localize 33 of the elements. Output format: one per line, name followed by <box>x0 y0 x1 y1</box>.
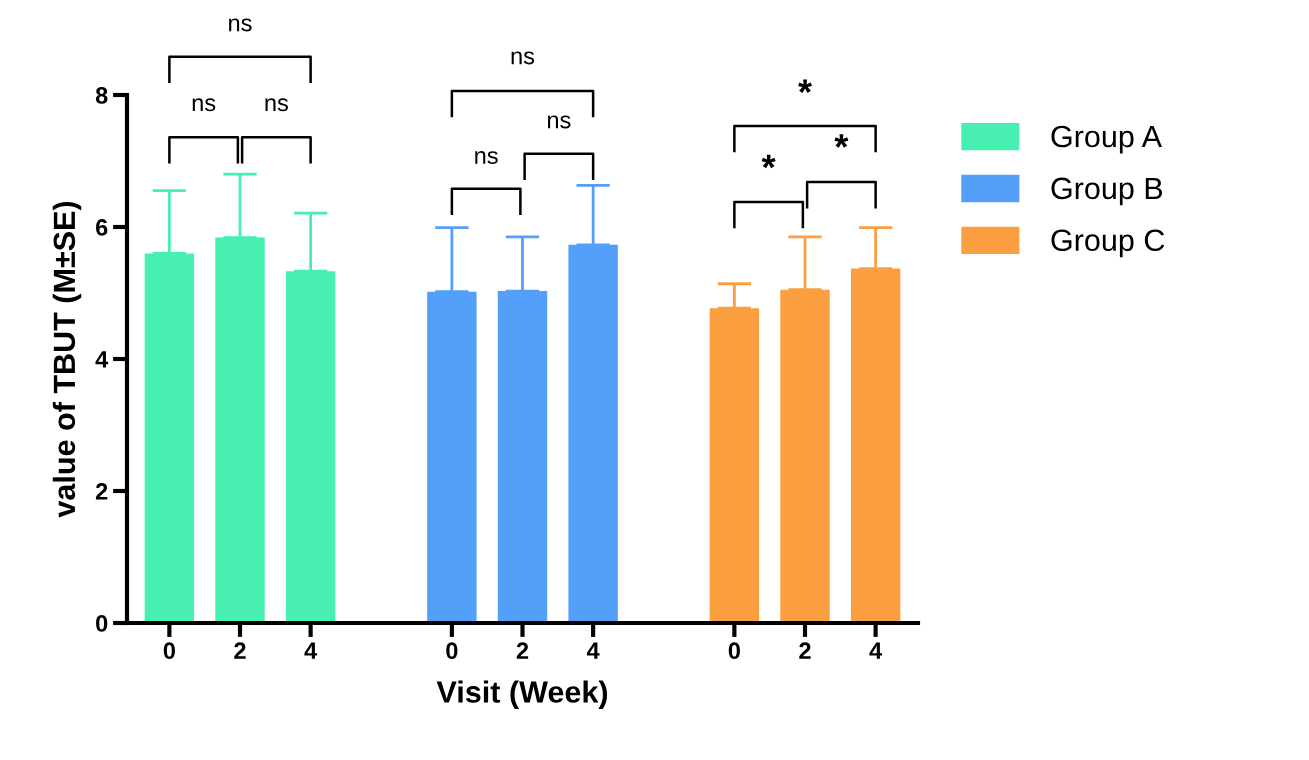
annotation: ns <box>265 98 288 112</box>
bar <box>215 237 265 623</box>
x-tick-label: 2 <box>516 642 529 659</box>
y-tick-label: 2 <box>95 483 108 500</box>
y-axis-title: value of TBUT (M±SE) <box>52 201 82 518</box>
x-tick-label: 4 <box>304 642 318 659</box>
text: * <box>798 79 812 93</box>
y-tick-label: 0 <box>96 615 108 632</box>
text: ns <box>229 18 252 32</box>
annotation: ns <box>192 98 216 112</box>
legend-label: Group A <box>1051 125 1162 154</box>
text: ns <box>511 51 535 65</box>
bar <box>568 244 618 623</box>
y-tick-label: 6 <box>95 219 108 236</box>
x-tick-label: 2 <box>234 642 246 659</box>
x-axis-title: Visit (Week) <box>436 680 608 709</box>
x-tick-label: 0 <box>163 642 175 660</box>
x-tick-label: 0 <box>446 642 458 660</box>
x-tick-label: 0 <box>728 642 740 660</box>
y-tick-label: 8 <box>95 87 108 104</box>
x-tick-label: 4 <box>586 642 600 659</box>
annotation: * <box>761 154 776 169</box>
annotation: * <box>834 134 849 148</box>
x-tick-label: 4 <box>869 642 883 659</box>
bar <box>780 289 830 623</box>
bar <box>850 268 901 623</box>
legend-label: Group B <box>1051 177 1163 206</box>
y-tick-label: 4 <box>95 351 109 368</box>
bar <box>427 291 477 623</box>
annotation: ns <box>547 115 571 129</box>
legend-label: Group C <box>1051 229 1165 258</box>
x-tick-label: 2 <box>799 642 811 659</box>
annotation: ns <box>475 151 498 165</box>
